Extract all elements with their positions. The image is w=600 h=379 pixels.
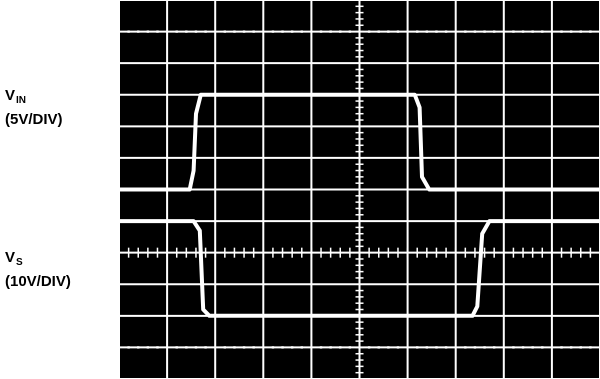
grid-dot [531, 346, 534, 349]
grid-dot [367, 346, 371, 349]
grid-dot [223, 30, 227, 33]
grid-dot [541, 30, 544, 33]
grid-dot [175, 346, 178, 349]
vs-name: V [5, 249, 16, 266]
grid-dot [271, 30, 275, 33]
grid-dot [252, 346, 255, 349]
grid-dot [252, 30, 255, 33]
grid-dot [569, 346, 573, 349]
grid-dot [367, 30, 371, 33]
grid-dot [579, 346, 582, 349]
vs-scale: (10V/DIV) [5, 273, 71, 290]
grid-dot [425, 346, 429, 349]
grid-dot [387, 346, 390, 349]
grid-dot [416, 346, 419, 349]
grid-dot [531, 30, 534, 33]
grid-dot [444, 30, 448, 33]
grid-dot [425, 30, 429, 33]
grid-dot [541, 346, 544, 349]
grid-dot [185, 346, 188, 349]
grid-dot [127, 30, 130, 33]
grid-dot [290, 30, 294, 33]
grid-dot [492, 30, 496, 33]
grid-dot [560, 30, 563, 33]
grid-dot [329, 346, 332, 349]
vin-label: VIN (5V/DIV) [5, 86, 63, 129]
traces [117, 92, 600, 318]
grid-dot [589, 30, 592, 33]
grid-dot [281, 30, 284, 33]
grid-dot [464, 30, 467, 33]
grid-dot [435, 30, 438, 33]
grid-dot [473, 30, 477, 33]
grid-dot [319, 30, 323, 33]
grid-dot [204, 346, 207, 349]
grid-dot [348, 346, 352, 349]
grid-dot [377, 30, 380, 33]
grid-dot [300, 346, 303, 349]
vs-subscript: S [16, 257, 23, 268]
grid-dot [271, 346, 275, 349]
grid-dot [127, 346, 130, 349]
grid-dot [223, 346, 227, 349]
grid-dot [492, 346, 496, 349]
grid-dot [435, 346, 438, 349]
grid-dot [483, 30, 486, 33]
grid-dot [146, 346, 150, 349]
grid-dot [589, 346, 592, 349]
grid-dot [156, 30, 159, 33]
grid-dot [194, 346, 198, 349]
grid-dot [137, 30, 140, 33]
grid-dot [300, 30, 303, 33]
grid-dot [204, 30, 207, 33]
grid-dot [281, 346, 284, 349]
grid-dot [560, 346, 563, 349]
grid-dot [444, 346, 448, 349]
grid-dot [396, 30, 400, 33]
grid-dot [185, 30, 188, 33]
grid-dot [569, 30, 573, 33]
grid-dot [175, 30, 178, 33]
grid-dot [387, 30, 390, 33]
vin-name: V [5, 87, 16, 104]
grid-dot [464, 346, 467, 349]
grid-dot [348, 30, 352, 33]
grid-dot [194, 30, 198, 33]
vin-subscript: IN [16, 95, 27, 106]
grid-dot [156, 346, 159, 349]
grid-dot [319, 346, 323, 349]
vin-scale: (5V/DIV) [5, 111, 63, 128]
grid-dot [242, 30, 246, 33]
grid-dot [473, 346, 477, 349]
trace-vin [117, 92, 600, 192]
grid-dot [377, 346, 380, 349]
grid-dot [339, 30, 342, 33]
grid-dot [416, 30, 419, 33]
grid-dot [521, 346, 525, 349]
vs-label: VS (10V/DIV) [5, 248, 71, 291]
grid-dot [137, 346, 140, 349]
grid-dot [396, 346, 400, 349]
grid-dot [579, 30, 582, 33]
grid-dot [329, 30, 332, 33]
grid-dot [483, 346, 486, 349]
trace-vs [117, 219, 600, 318]
grid-dot [290, 346, 294, 349]
grid-dot [233, 30, 236, 33]
grid-dot [339, 346, 342, 349]
grid-dot [146, 30, 150, 33]
grid-dot [521, 30, 525, 33]
grid-dot [512, 30, 515, 33]
grid-dot [512, 346, 515, 349]
grid-dot [233, 346, 236, 349]
grid-dot [242, 346, 246, 349]
